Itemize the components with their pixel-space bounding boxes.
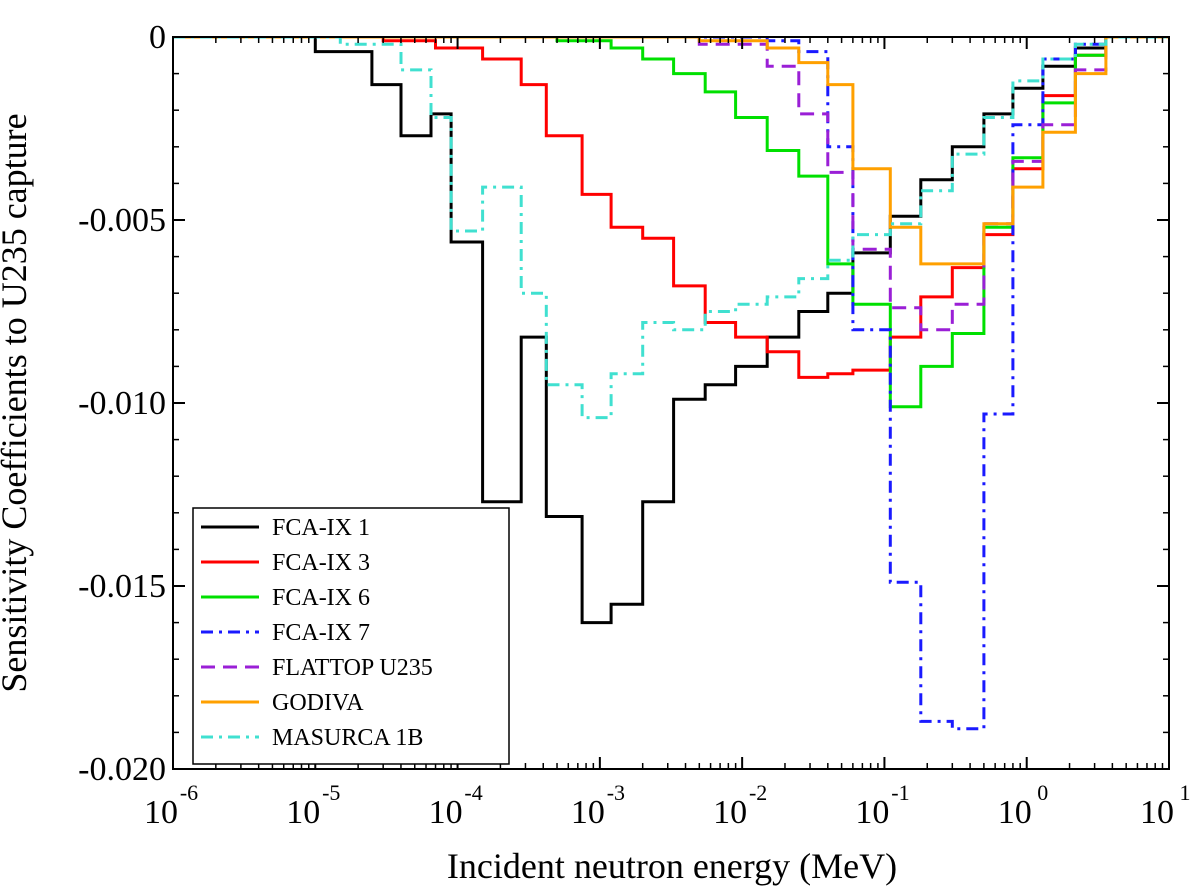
x-tick-label: 10 [286,794,320,831]
y-tick-label: -0.015 [78,568,166,605]
series-line-1 [173,37,1169,625]
x-tick-label: 10 [144,794,178,831]
y-tick-label: 0 [149,19,166,56]
plot-frame [172,36,1170,770]
legend-label: FCA-IX 6 [272,585,370,611]
legend-box [192,507,510,765]
legend-label: MASURCA 1B [272,725,423,751]
series-line-6 [173,37,1169,266]
x-tick-exponent: 0 [1037,780,1048,805]
x-tick-exponent: -4 [464,780,482,805]
x-tick-exponent: -6 [180,780,198,805]
x-tick-exponent: -2 [749,780,767,805]
y-tick-label: -0.010 [78,385,166,422]
series-line-5 [173,37,1169,332]
legend: FCA-IX 1 FCA-IX 3 FCA-IX 6 FCA-IX 7 FLATTOP … [192,507,510,765]
x-tick-label: 10 [713,794,747,831]
legend-label: GODIVA [272,690,364,716]
x-tick-label: 10 [1140,794,1174,831]
legend-label: FCA-IX 1 [272,515,370,541]
y-tick-label: -0.020 [78,751,166,788]
legend-label: FCA-IX 3 [272,550,370,576]
series-layer [173,37,1169,731]
x-tick-exponent: -5 [322,780,340,805]
x-axis-title: Incident neutron energy (MeV) [447,846,897,886]
y-tick-label: -0.005 [78,202,166,239]
x-tick-label: 10 [429,794,463,831]
series-line-3 [173,37,1169,409]
series-line-7 [173,37,1169,420]
x-tick-label: 10 [855,794,889,831]
x-tick-exponent: -1 [891,780,909,805]
x-tick-exponent: 1 [1180,780,1191,805]
x-tick-exponent: -3 [607,780,625,805]
y-axis-title: Sensitivity Coefficients to U235 capture [0,113,34,692]
x-tick-label: 10 [571,794,605,831]
legend-label: FLATTOP U235 [272,655,433,681]
legend-label: FCA-IX 7 [272,620,370,646]
x-tick-label: 10 [998,794,1032,831]
